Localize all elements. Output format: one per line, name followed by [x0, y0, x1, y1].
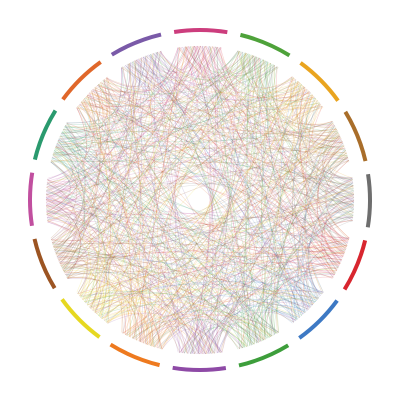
segment-arc-12 — [239, 344, 290, 368]
chord-ribbons — [46, 46, 354, 354]
segment-arc-3 — [61, 60, 102, 100]
segment-arc-13 — [172, 366, 226, 372]
segment-arc-14 — [109, 343, 160, 367]
segment-arc-2 — [33, 109, 57, 160]
segment-arc-9 — [366, 174, 372, 228]
segment-arc-4 — [111, 33, 162, 57]
segment-arc-16 — [33, 239, 57, 290]
segment-arc-5 — [174, 28, 228, 34]
segment-arc-8 — [344, 111, 368, 162]
segment-arc-10 — [343, 240, 367, 291]
segment-arc-1 — [28, 172, 34, 226]
segment-arc-7 — [299, 61, 339, 102]
segment-arc-6 — [240, 33, 291, 57]
